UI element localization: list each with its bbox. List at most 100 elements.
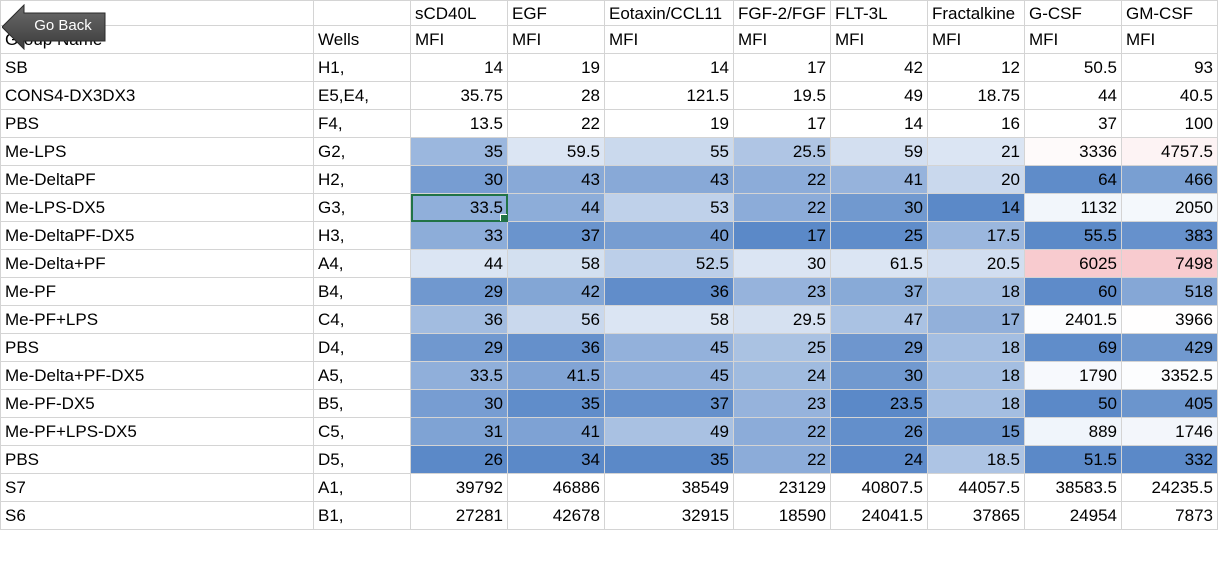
group-name-cell[interactable]: Me-Delta+PF-DX5: [0, 361, 314, 390]
mfi-cell[interactable]: 12: [927, 53, 1025, 82]
mfi-cell[interactable]: 30: [410, 165, 508, 194]
mfi-cell[interactable]: 33.5: [410, 361, 508, 390]
mfi-cell[interactable]: 17.5: [927, 221, 1025, 250]
mfi-cell[interactable]: 19: [604, 109, 734, 138]
header-cell[interactable]: Fractalkine: [927, 0, 1025, 26]
mfi-cell[interactable]: 2401.5: [1024, 305, 1122, 334]
mfi-cell[interactable]: 405: [1121, 389, 1218, 418]
header-cell[interactable]: GM-CSF: [1121, 0, 1218, 26]
mfi-cell[interactable]: 22: [733, 417, 831, 446]
header-cell[interactable]: MFI: [604, 25, 734, 54]
mfi-cell[interactable]: 44: [410, 249, 508, 278]
wells-cell[interactable]: E5,E4,: [313, 81, 411, 110]
header-cell[interactable]: Eotaxin/CCL11: [604, 0, 734, 26]
mfi-cell[interactable]: 332: [1121, 445, 1218, 474]
mfi-cell[interactable]: 64: [1024, 165, 1122, 194]
mfi-cell[interactable]: 30: [830, 193, 928, 222]
mfi-cell[interactable]: 49: [604, 417, 734, 446]
group-name-cell[interactable]: Me-LPS-DX5: [0, 193, 314, 222]
group-name-cell[interactable]: S6: [0, 501, 314, 530]
group-name-cell[interactable]: Me-Delta+PF: [0, 249, 314, 278]
header-cell[interactable]: G-CSF: [1024, 0, 1122, 26]
mfi-cell[interactable]: 37: [604, 389, 734, 418]
mfi-cell[interactable]: 51.5: [1024, 445, 1122, 474]
mfi-cell[interactable]: 22: [733, 445, 831, 474]
mfi-cell[interactable]: 59.5: [507, 137, 605, 166]
mfi-cell[interactable]: 46886: [507, 473, 605, 502]
mfi-cell[interactable]: 47: [830, 305, 928, 334]
mfi-cell[interactable]: 36: [410, 305, 508, 334]
mfi-cell[interactable]: 29: [410, 333, 508, 362]
mfi-cell[interactable]: 18590: [733, 501, 831, 530]
group-name-cell[interactable]: PBS: [0, 445, 314, 474]
mfi-cell[interactable]: 6025: [1024, 249, 1122, 278]
mfi-cell[interactable]: 35: [507, 389, 605, 418]
mfi-cell[interactable]: 58: [604, 305, 734, 334]
mfi-cell[interactable]: 22: [733, 193, 831, 222]
mfi-cell[interactable]: 23: [733, 277, 831, 306]
group-name-cell[interactable]: Me-PF-DX5: [0, 389, 314, 418]
mfi-cell[interactable]: 24: [830, 445, 928, 474]
mfi-cell[interactable]: 28: [507, 81, 605, 110]
mfi-cell[interactable]: 3336: [1024, 137, 1122, 166]
group-name-cell[interactable]: Me-DeltaPF-DX5: [0, 221, 314, 250]
mfi-cell[interactable]: 29: [410, 277, 508, 306]
wells-cell[interactable]: G2,: [313, 137, 411, 166]
mfi-cell[interactable]: 44057.5: [927, 473, 1025, 502]
mfi-cell[interactable]: 100: [1121, 109, 1218, 138]
mfi-cell[interactable]: 41: [830, 165, 928, 194]
mfi-cell[interactable]: 23.5: [830, 389, 928, 418]
mfi-cell[interactable]: 1790: [1024, 361, 1122, 390]
mfi-cell[interactable]: 7498: [1121, 249, 1218, 278]
mfi-cell[interactable]: 19: [507, 53, 605, 82]
mfi-cell[interactable]: 7873: [1121, 501, 1218, 530]
mfi-cell[interactable]: 19.5: [733, 81, 831, 110]
mfi-cell[interactable]: 18: [927, 389, 1025, 418]
mfi-cell[interactable]: 27281: [410, 501, 508, 530]
mfi-cell[interactable]: 24235.5: [1121, 473, 1218, 502]
selected-cell[interactable]: 33.5: [410, 193, 508, 222]
mfi-cell[interactable]: 4757.5: [1121, 137, 1218, 166]
group-name-cell[interactable]: Me-LPS: [0, 137, 314, 166]
mfi-cell[interactable]: 17: [733, 53, 831, 82]
mfi-cell[interactable]: 1746: [1121, 417, 1218, 446]
mfi-cell[interactable]: 58: [507, 249, 605, 278]
mfi-cell[interactable]: 26: [410, 445, 508, 474]
mfi-cell[interactable]: 18: [927, 277, 1025, 306]
mfi-cell[interactable]: 45: [604, 333, 734, 362]
group-name-cell[interactable]: Me-DeltaPF: [0, 165, 314, 194]
mfi-cell[interactable]: 55: [604, 137, 734, 166]
mfi-cell[interactable]: 518: [1121, 277, 1218, 306]
fill-handle[interactable]: [500, 214, 507, 221]
mfi-cell[interactable]: 38583.5: [1024, 473, 1122, 502]
mfi-cell[interactable]: 29.5: [733, 305, 831, 334]
mfi-cell[interactable]: 35: [410, 137, 508, 166]
header-cell[interactable]: MFI: [1024, 25, 1122, 54]
mfi-cell[interactable]: 69: [1024, 333, 1122, 362]
mfi-cell[interactable]: 55.5: [1024, 221, 1122, 250]
mfi-cell[interactable]: 29: [830, 333, 928, 362]
mfi-cell[interactable]: 37: [830, 277, 928, 306]
mfi-cell[interactable]: 21: [927, 137, 1025, 166]
mfi-cell[interactable]: 383: [1121, 221, 1218, 250]
header-cell[interactable]: EGF: [507, 0, 605, 26]
mfi-cell[interactable]: 30: [830, 361, 928, 390]
mfi-cell[interactable]: 24954: [1024, 501, 1122, 530]
header-cell[interactable]: MFI: [830, 25, 928, 54]
mfi-cell[interactable]: 40: [604, 221, 734, 250]
header-cell[interactable]: sCD40L: [410, 0, 508, 26]
mfi-cell[interactable]: 40.5: [1121, 81, 1218, 110]
go-back-button[interactable]: Go Back: [2, 4, 106, 50]
header-cell[interactable]: MFI: [927, 25, 1025, 54]
mfi-cell[interactable]: 93: [1121, 53, 1218, 82]
mfi-cell[interactable]: 18: [927, 361, 1025, 390]
header-cell[interactable]: FGF-2/FGF: [733, 0, 831, 26]
mfi-cell[interactable]: 43: [604, 165, 734, 194]
wells-cell[interactable]: F4,: [313, 109, 411, 138]
mfi-cell[interactable]: 25: [733, 333, 831, 362]
mfi-cell[interactable]: 25.5: [733, 137, 831, 166]
mfi-cell[interactable]: 13.5: [410, 109, 508, 138]
mfi-cell[interactable]: 35: [604, 445, 734, 474]
wells-cell[interactable]: B4,: [313, 277, 411, 306]
mfi-cell[interactable]: 1132: [1024, 193, 1122, 222]
